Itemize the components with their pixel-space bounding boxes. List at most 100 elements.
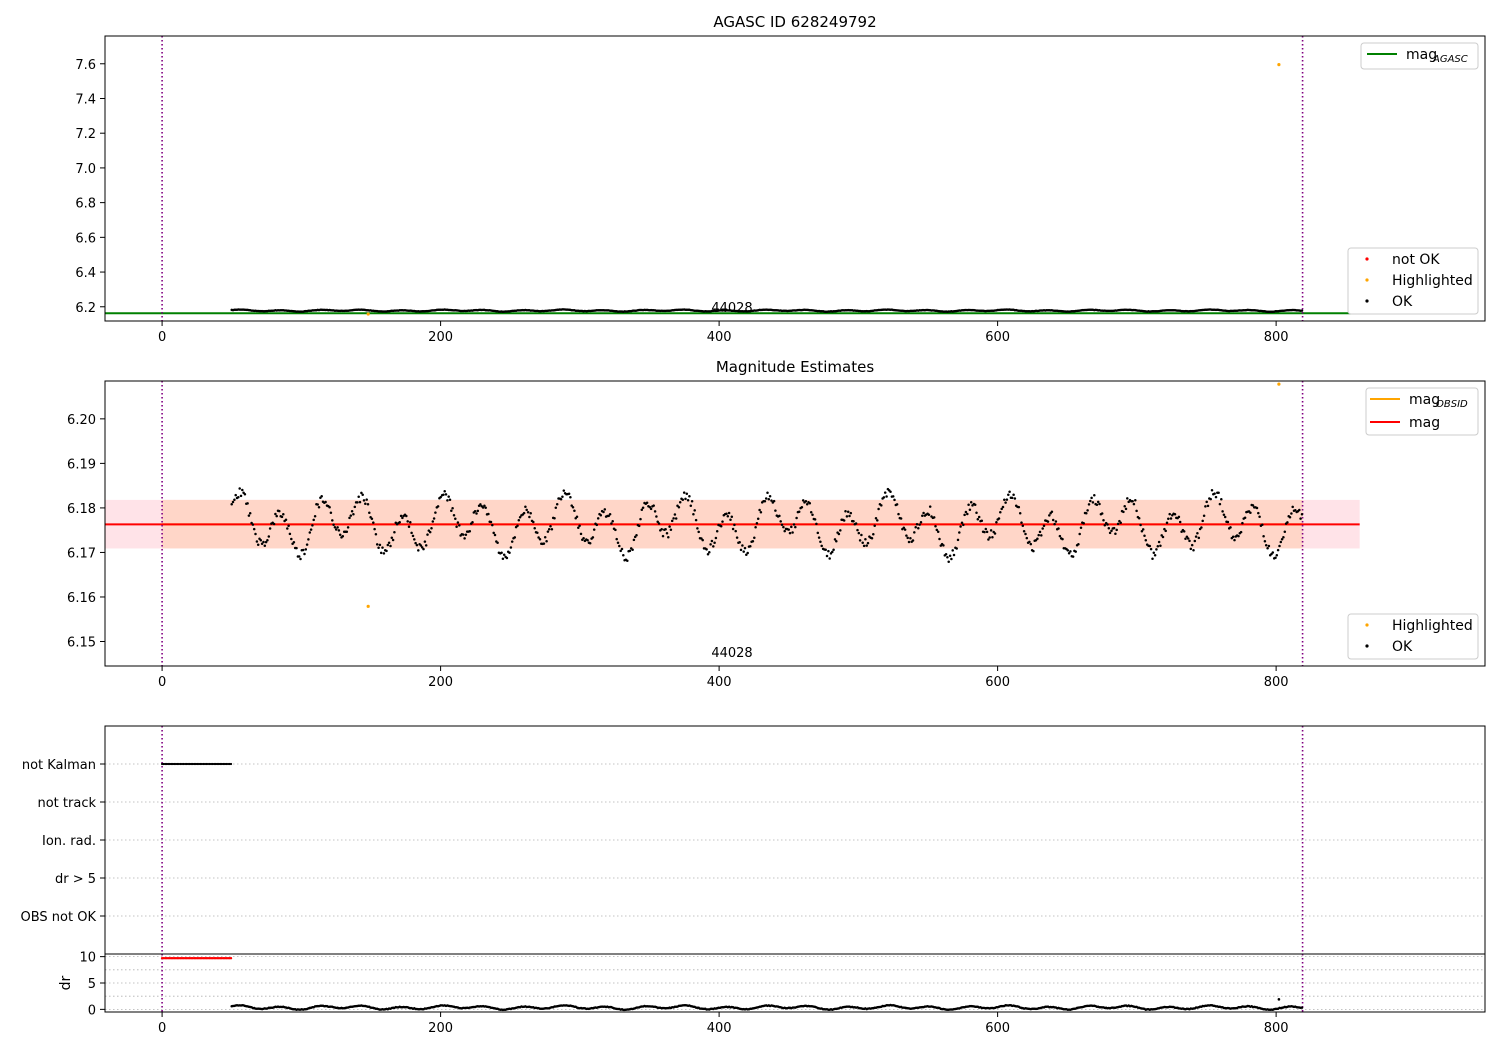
ok-point [393, 531, 396, 534]
ok-point [1078, 532, 1081, 536]
ok-point [754, 525, 757, 529]
ok-point [532, 520, 535, 524]
ok-point [1209, 497, 1212, 501]
ok-point [275, 514, 278, 518]
ok-point [708, 551, 711, 554]
panel2-title: Magnitude Estimates [716, 358, 874, 376]
ok-point [452, 514, 456, 517]
ok-point [346, 526, 350, 529]
ok-point [885, 495, 888, 498]
ok-point [554, 506, 558, 509]
ok-point [780, 523, 784, 527]
ok-point [819, 540, 822, 543]
ok-point [479, 503, 482, 506]
ok-point [831, 550, 834, 554]
ok-point [602, 510, 605, 514]
ok-point [260, 542, 264, 546]
legend-ok-label: OK [1392, 294, 1413, 310]
legend-ok-dot [1365, 299, 1369, 303]
ok-point [443, 489, 446, 493]
ok-point [1112, 526, 1116, 530]
ok-point [844, 510, 847, 513]
ok-point [1206, 504, 1210, 508]
ok-point [631, 548, 634, 551]
ok-point [579, 532, 583, 536]
dr-outlier-point [1277, 998, 1281, 1001]
ok-point [797, 510, 801, 514]
ok-point [1098, 502, 1101, 506]
ok-point [618, 544, 621, 548]
y-tick-label: 7.6 [75, 58, 96, 73]
ok-point [688, 494, 691, 498]
legend-highlighted-label: Highlighted [1392, 273, 1473, 289]
ok-point [553, 517, 556, 520]
ok-point [1202, 514, 1206, 518]
ok-point [377, 546, 380, 550]
ok-point [947, 560, 950, 563]
ok-point [713, 541, 716, 544]
ok-point [669, 528, 673, 532]
ok-point [725, 512, 728, 515]
ok-point [571, 506, 575, 509]
ok-point [1119, 521, 1122, 524]
ok-point [709, 543, 712, 546]
ok-point [615, 537, 618, 541]
ok-point [468, 530, 472, 533]
ok-point [1077, 543, 1080, 546]
x-tick-label: 800 [1264, 1021, 1289, 1036]
ok-point [893, 498, 896, 502]
ok-point [1058, 534, 1062, 538]
ok-point [791, 531, 794, 534]
ok-point [714, 536, 718, 540]
y-tick-label: 0 [88, 1003, 96, 1018]
ok-point [997, 517, 1001, 520]
ok-point [537, 536, 540, 539]
ok-point [389, 544, 392, 548]
flag-point [177, 762, 180, 766]
ok-point [1280, 537, 1284, 541]
ok-point [588, 541, 592, 545]
ok-point [463, 537, 466, 540]
ok-point [614, 528, 617, 532]
ok-point [1167, 517, 1170, 521]
ok-point [655, 515, 658, 518]
ok-point [712, 545, 715, 548]
ok-point [1233, 538, 1236, 542]
ok-point [660, 528, 663, 531]
ok-point [252, 527, 256, 531]
ok-point [948, 554, 952, 557]
ok-point [755, 522, 759, 525]
panel1-legend-top: mag AGASC [1360, 42, 1479, 70]
ok-point [895, 503, 899, 506]
ok-point [852, 519, 855, 523]
panel2-legend-top: mag OBSID mag [1365, 387, 1479, 436]
ok-point [505, 556, 509, 560]
ok-point [592, 528, 596, 531]
ok-point [573, 509, 576, 512]
ok-point [484, 506, 487, 510]
flag-point [191, 762, 194, 766]
ok-point [918, 523, 921, 526]
ok-point [266, 539, 269, 542]
ok-point [345, 530, 349, 534]
y-tick-label: 6.18 [67, 502, 96, 517]
legend2-ok-label: OK [1392, 639, 1413, 655]
ok-point [968, 508, 972, 511]
panel1-frame [104, 35, 1486, 322]
ok-point [1140, 529, 1144, 533]
ok-point [586, 539, 589, 542]
ok-point [741, 544, 744, 547]
ok-point [234, 493, 237, 497]
ok-point [517, 519, 521, 522]
ok-point [282, 512, 285, 516]
ok-point [386, 543, 390, 547]
ok-point [911, 539, 915, 542]
ok-point [338, 533, 342, 537]
ok-point [1126, 497, 1129, 500]
ok-point [246, 502, 249, 505]
ok-point [692, 513, 695, 516]
ok-point [308, 531, 312, 534]
ok-point [801, 499, 805, 502]
ok-point [672, 517, 675, 520]
ok-point [1131, 499, 1134, 503]
